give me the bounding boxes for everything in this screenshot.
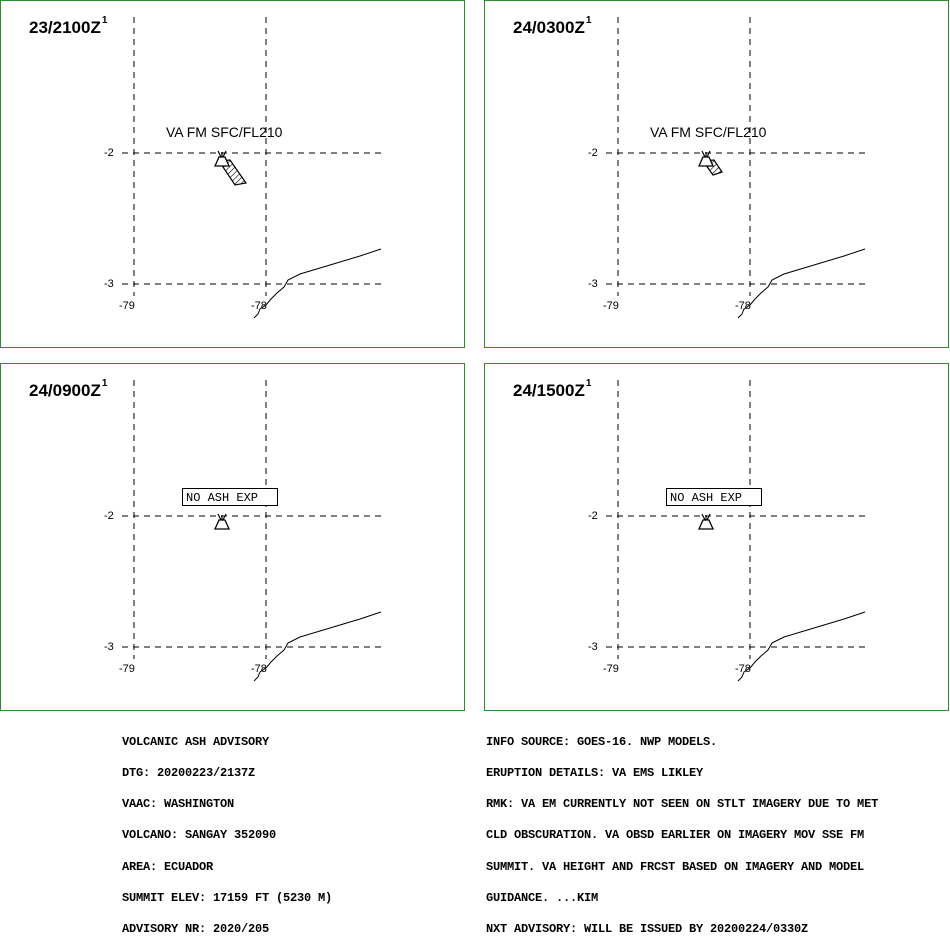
volcano-icon: [697, 150, 715, 167]
advisory-line: CLD OBSCURATION. VA OBSD EARLIER ON IMAG…: [486, 828, 865, 843]
map-panel: -2 -3 -79 -78 VA FM SFC/FL210 23/2100Z1: [0, 0, 465, 348]
volcano-icon-stroke: [217, 150, 222, 158]
advisory-header-left: VOLCANIC ASH ADVISORY DTG: 20200223/2137…: [122, 716, 332, 945]
advisory-line: SUMMIT ELEV: 17159 FT (5230 M): [122, 890, 333, 905]
volcano-icon-stroke: [222, 513, 227, 521]
map-panel: -2 -3 -79 -78 VA FM SFC/FL210 24/0300Z1: [484, 0, 949, 348]
ash-height-label: VA FM SFC/FL210: [166, 124, 283, 140]
longitude-label: -79: [603, 300, 619, 312]
forecast-time: 24/0900Z1: [29, 378, 108, 401]
volcano-icon: [213, 513, 231, 530]
latitude-label: -2: [104, 510, 114, 522]
map-canvas: -2 -3 -79 -78 VA FM SFC/FL210: [0, 0, 465, 348]
border-line: [737, 611, 866, 682]
volcano-icon: [697, 513, 715, 530]
longitude-label: -79: [119, 300, 135, 312]
latitude-label: -3: [104, 641, 114, 653]
forecast-label: NO ASH EXP: [186, 491, 258, 505]
advisory-line: SUMMIT. VA HEIGHT AND FRCST BASED ON IMA…: [486, 859, 865, 874]
volcano-icon-stroke: [706, 150, 711, 158]
forecast-time: 24/1500Z1: [513, 378, 592, 401]
forecast-time-text: 23/2100Z: [29, 18, 101, 37]
advisory-header-right: INFO SOURCE: GOES-16. NWP MODELS. ERUPTI…: [486, 716, 878, 945]
advisory-line: GUIDANCE. ...KIM: [486, 890, 599, 905]
volcano-icon-stroke: [697, 156, 715, 167]
advisory-line: RMK: VA EM CURRENTLY NOT SEEN ON STLT IM…: [486, 797, 879, 812]
advisory-line: VOLCANO: SANGAY 352090: [122, 828, 277, 843]
volcano-icon-stroke: [697, 519, 715, 530]
advisory-line: AREA: ECUADOR: [122, 859, 214, 874]
latitude-label: -2: [588, 147, 598, 159]
forecast-label: NO ASH EXP: [670, 491, 742, 505]
latitude-label: -3: [588, 641, 598, 653]
map-canvas: -2 -3 -79 -78 VA FM SFC/FL210: [484, 0, 949, 348]
forecast-time-superscript: 1: [101, 378, 108, 389]
forecast-time-superscript: 1: [585, 378, 592, 389]
volcano-icon-stroke: [217, 513, 222, 521]
forecast-time-superscript: 1: [101, 15, 108, 26]
forecast-time-text: 24/1500Z: [513, 381, 585, 400]
advisory-line: VOLCANIC ASH ADVISORY: [122, 734, 270, 749]
map-canvas: -2 -3 -79 -78 NO ASH EXP: [0, 363, 465, 711]
map-panel: -2 -3 -79 -78 NO ASH EXP 24/1500Z1: [484, 363, 949, 711]
forecast-label-box: NO ASH EXP: [666, 488, 762, 506]
forecast-time-superscript: 1: [585, 15, 592, 26]
latitude-label: -3: [104, 278, 114, 290]
panel-frame: [484, 0, 949, 348]
volcano-icon-stroke: [213, 156, 231, 167]
advisory-line: NXT ADVISORY: WILL BE ISSUED BY 20200224…: [486, 922, 809, 937]
forecast-time-text: 24/0300Z: [513, 18, 585, 37]
map-panel: -2 -3 -79 -78 NO ASH EXP 24/0900Z1: [0, 363, 465, 711]
longitude-label: -78: [735, 663, 751, 675]
advisory-line: ADVISORY NR: 2020/205: [122, 922, 270, 937]
advisory-line: VAAC: WASHINGTON: [122, 797, 235, 812]
forecast-label-box: NO ASH EXP: [182, 488, 278, 506]
ash-height-label: VA FM SFC/FL210: [650, 124, 767, 140]
latitude-label: -2: [104, 147, 114, 159]
advisory-line: INFO SOURCE: GOES-16. NWP MODELS.: [486, 734, 718, 749]
advisory-line: DTG: 20200223/2137Z: [122, 766, 256, 781]
longitude-label: -79: [119, 663, 135, 675]
longitude-label: -78: [251, 300, 267, 312]
volcano-icon-stroke: [213, 519, 231, 530]
volcano-icon-stroke: [701, 513, 706, 521]
latitude-label: -2: [588, 510, 598, 522]
advisory-line: ERUPTION DETAILS: VA EMS LIKLEY: [486, 766, 704, 781]
longitude-label: -78: [251, 663, 267, 675]
border-line: [737, 248, 866, 319]
panel-frame: [484, 363, 949, 711]
volcano-icon-stroke: [701, 150, 706, 158]
latitude-label: -3: [588, 278, 598, 290]
volcano-icon-stroke: [222, 150, 227, 158]
longitude-label: -79: [603, 663, 619, 675]
map-canvas: -2 -3 -79 -78 NO ASH EXP: [484, 363, 949, 711]
volcano-icon-stroke: [706, 513, 711, 521]
panel-frame: [0, 363, 465, 711]
border-line: [253, 611, 382, 682]
forecast-time-text: 24/0900Z: [29, 381, 101, 400]
forecast-time: 24/0300Z1: [513, 15, 592, 38]
forecast-time: 23/2100Z1: [29, 15, 108, 38]
panel-frame: [0, 0, 465, 348]
longitude-label: -78: [735, 300, 751, 312]
border-line: [253, 248, 382, 319]
volcano-icon: [213, 150, 231, 167]
